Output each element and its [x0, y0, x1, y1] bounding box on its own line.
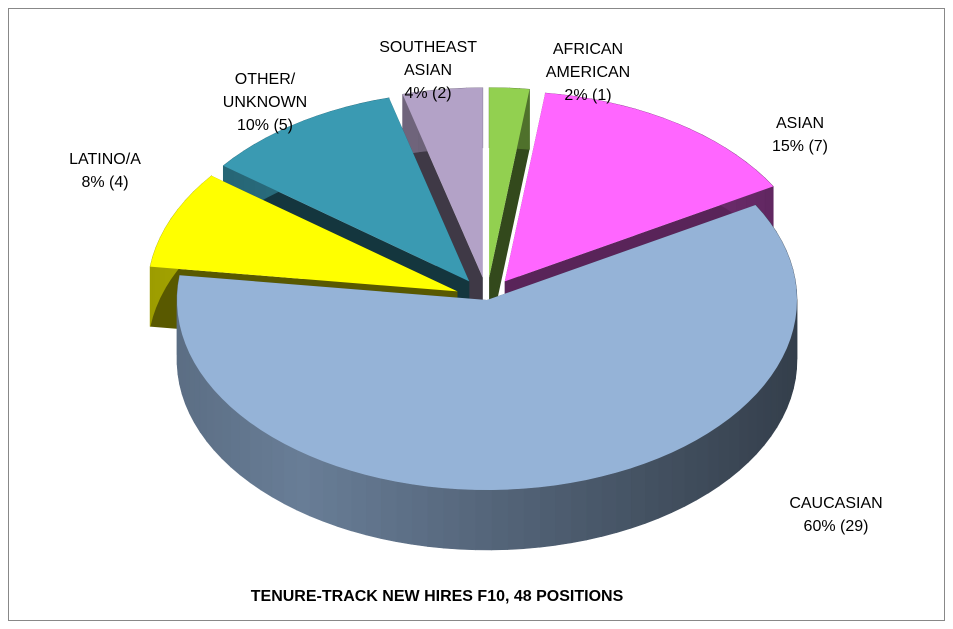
slice-side [776, 356, 783, 429]
slice-side [696, 432, 709, 501]
slice-side [230, 406, 241, 476]
chart-title: TENURE-TRACK NEW HIRES F10, 48 POSITIONS [250, 588, 624, 605]
slice-side [458, 488, 476, 551]
slice-wall [489, 89, 530, 338]
slice-top [223, 97, 470, 282]
slice-side [322, 460, 338, 527]
slice-side [309, 455, 324, 522]
slice-top [150, 175, 458, 292]
pie-slice [488, 87, 530, 338]
slice-side [793, 318, 796, 389]
data-label: CAUCASIAN 60% (29) [789, 492, 882, 538]
value-label: 15% (7) [771, 138, 829, 155]
value-label: 4% (2) [404, 85, 452, 102]
slice-side [442, 487, 460, 550]
slice-side [271, 436, 285, 505]
slice-side [630, 463, 646, 529]
slice-side [206, 380, 215, 451]
slice-side [336, 465, 352, 532]
category-label: LATINO/A [69, 151, 141, 168]
slice-side [738, 401, 749, 472]
slice-top [504, 93, 774, 282]
slice-side [770, 366, 778, 438]
slice-side [395, 481, 412, 545]
slice-side [380, 478, 397, 543]
slice-side [507, 488, 524, 550]
slice-side [475, 489, 492, 551]
slice-side [747, 393, 757, 464]
slice-side [194, 361, 201, 434]
slice-side [296, 449, 310, 517]
value-label: 8% (4) [81, 174, 129, 191]
slice-side [179, 324, 183, 395]
slice-side [644, 457, 659, 524]
category-label: ASIAN [775, 115, 824, 132]
slice-side [249, 421, 262, 491]
data-label: LATINO/A 8% (4) [69, 148, 141, 194]
slice-side [260, 429, 273, 498]
category-label: AFRICAN AMERICAN [545, 41, 631, 81]
data-label: OTHER/ UNKNOWN 10% (5) [223, 68, 307, 137]
slice-side [411, 483, 428, 547]
slice-side [671, 446, 685, 514]
value-label: 60% (29) [803, 518, 869, 535]
slice-side [718, 417, 730, 487]
data-label: ASIAN 15% (7) [772, 112, 828, 158]
slice-side [555, 482, 572, 546]
value-label: 2% (1) [564, 87, 612, 104]
slice-side [790, 328, 794, 399]
data-label: AFRICAN AMERICAN 2% (1) [546, 38, 630, 107]
category-label: SOUTHEAST ASIAN [379, 39, 478, 79]
category-label: CAUCASIAN [789, 495, 883, 512]
slice-side [616, 467, 632, 534]
slice-side [570, 479, 587, 544]
slice-side [239, 414, 251, 484]
pie-slice [176, 204, 798, 551]
slice-side [189, 353, 195, 423]
slice-side [181, 334, 186, 404]
slice-side [786, 338, 791, 409]
slice-side [601, 472, 617, 537]
slice-side [365, 474, 382, 539]
slice-side [729, 409, 740, 479]
slice-side [221, 397, 231, 468]
slice-side [539, 484, 556, 548]
slice-side [427, 486, 444, 549]
slice-side [586, 476, 602, 541]
slice-side [283, 443, 297, 511]
slice-top [489, 87, 530, 278]
slice-side [756, 384, 765, 455]
slice-side [213, 389, 223, 460]
slice-side [684, 439, 697, 507]
slice-side [199, 371, 207, 443]
slice-side [763, 375, 772, 446]
slice-side [149, 256, 153, 327]
slice-side [523, 486, 540, 549]
slice-top [177, 205, 797, 490]
slice-side [350, 470, 367, 536]
slice-side [782, 348, 788, 418]
slice-side [658, 452, 673, 519]
slice-side [491, 489, 508, 551]
slice-top [402, 87, 483, 278]
slice-side [707, 425, 720, 494]
data-label: SOUTHEAST ASIAN 4% (2) [379, 36, 477, 105]
category-label: OTHER/ UNKNOWN [222, 71, 308, 111]
slice-side [185, 343, 190, 414]
value-label: 10% (5) [236, 117, 294, 134]
